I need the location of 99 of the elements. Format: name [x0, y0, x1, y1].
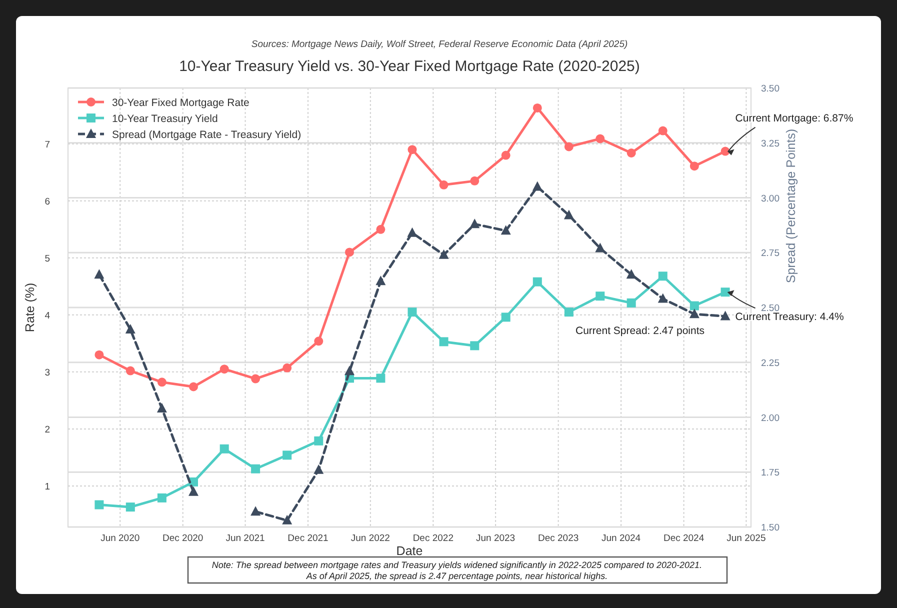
point	[501, 312, 510, 322]
point	[658, 126, 668, 136]
point	[314, 436, 324, 446]
point	[126, 366, 135, 376]
y2-tick-label: 2.75	[761, 248, 780, 260]
point	[658, 293, 668, 303]
point	[470, 218, 480, 228]
x-tick-label: Jun 2025	[726, 533, 766, 544]
point	[595, 242, 606, 252]
point	[94, 269, 104, 279]
point	[251, 464, 260, 474]
point	[157, 378, 166, 387]
y-tick-label: 1	[44, 481, 50, 492]
point	[626, 269, 636, 279]
x-tick-label: Dec 2023	[538, 533, 579, 544]
legend-label: 30-Year Fixed Mortgage Rate	[112, 97, 250, 109]
y-axis-title: Rate (%)	[23, 282, 37, 332]
point	[439, 180, 448, 190]
chart-subtitle: Sources: Mortgage News Daily, Wolf Street, Federal Reserve Economic Data (April 2025)	[251, 39, 628, 50]
y2-tick-label: 3.50	[761, 84, 780, 94]
point	[470, 341, 480, 350]
point	[626, 298, 636, 308]
legend-label: 10-Year Treasury Yield	[112, 113, 218, 125]
point	[282, 363, 292, 372]
point	[314, 336, 324, 346]
point	[94, 350, 104, 360]
point	[438, 249, 449, 259]
x-tick-label: Jun 2020	[100, 533, 140, 544]
point	[282, 514, 292, 524]
point	[125, 324, 136, 334]
point	[408, 308, 417, 317]
y-tick-label: 7	[44, 139, 50, 150]
y2-tick-label: 1.75	[761, 468, 780, 479]
y-tick-label: 6	[44, 196, 50, 208]
point	[658, 272, 668, 281]
point	[500, 225, 511, 235]
y2-tick-label: 2.50	[761, 303, 780, 314]
y-tick-label: 2	[44, 424, 50, 436]
point	[439, 337, 448, 346]
point	[596, 292, 605, 301]
x-tick-label: Jun 2021	[226, 533, 265, 544]
point	[470, 176, 480, 186]
y2-axis-title: Spread (Percentage Points)	[784, 128, 798, 284]
point	[564, 142, 574, 152]
point	[250, 506, 261, 516]
annotation: Current Mortgage: 6.87%	[735, 112, 854, 124]
point	[220, 364, 229, 374]
point	[596, 134, 605, 144]
point	[690, 162, 699, 171]
point	[532, 277, 542, 286]
text: Note: The spread between mortgage rates and Treasury yields widened significantly in 2022-2025 compared to 2020-2021. As of April 2025, the spread is 2.47 percentage points, near historical highs.	[212, 560, 702, 581]
y2-tick-label: 2.00	[761, 412, 780, 424]
point	[564, 308, 574, 317]
annotation: Current Treasury: 4.4%	[735, 311, 844, 324]
point	[251, 374, 260, 384]
point	[626, 148, 636, 158]
x-tick-label: Jun 2023	[476, 533, 516, 544]
point	[407, 227, 418, 237]
x-axis-title: Date	[396, 544, 423, 558]
point	[689, 308, 700, 318]
y2-tick-label: 2.25	[761, 358, 780, 369]
point	[344, 366, 354, 376]
point	[532, 103, 542, 112]
x-tick-label: Dec 2021	[288, 533, 328, 544]
point	[408, 145, 417, 154]
point	[376, 276, 386, 286]
x-tick-label: Dec 2020	[162, 533, 204, 544]
x-tick-label: Jun 2022	[350, 533, 390, 544]
point	[188, 486, 198, 496]
point	[220, 444, 229, 454]
y2-tick-label: 3.00	[761, 193, 780, 204]
point	[690, 301, 699, 310]
chart-title: 10-Year Treasury Yield vs. 30-Year Fixed Mortgage Rate (2020-2025)	[179, 58, 640, 75]
y-tick-label: 5	[44, 253, 50, 264]
y2-tick-label: 3.25	[761, 138, 780, 150]
point	[126, 502, 135, 512]
point	[188, 382, 198, 392]
point	[720, 310, 730, 320]
point	[282, 450, 292, 460]
point	[156, 402, 167, 412]
y-tick-label: 4	[44, 310, 50, 322]
point	[376, 224, 386, 234]
x-tick-label: Dec 2022	[412, 533, 454, 544]
y2-tick-label: 1.50	[761, 522, 780, 534]
x-tick-label: Jun 2024	[602, 533, 641, 544]
point	[157, 493, 166, 502]
point	[564, 210, 574, 220]
annotation: Current Spread: 2.47 points	[576, 325, 704, 337]
point	[532, 181, 542, 191]
point	[720, 146, 730, 156]
point	[501, 150, 510, 160]
y-tick-label: 3	[44, 367, 50, 378]
x-tick-label: Dec 2024	[663, 533, 704, 544]
point	[314, 464, 324, 474]
point	[94, 500, 104, 510]
point	[376, 374, 386, 383]
point	[720, 288, 730, 297]
legend-label: Spread (Mortgage Rate - Treasury Yield)	[112, 129, 302, 141]
point	[344, 248, 354, 257]
